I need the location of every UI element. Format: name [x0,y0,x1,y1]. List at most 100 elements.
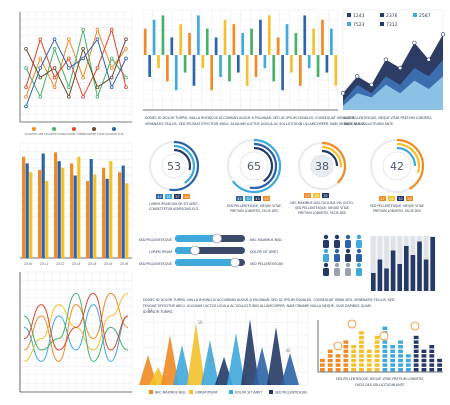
bar-segment [413,368,419,372]
bar [299,55,302,86]
stat-square [380,13,384,17]
slider-fill [175,235,217,242]
legend-dot [52,127,56,131]
series-line [23,292,129,362]
data-point [52,46,57,51]
bar-segment [413,354,419,358]
data-point [109,56,114,61]
data-point [109,85,114,89]
caption: SED PELLENTESQUE, NEQUE VITAE PRETIUM LO… [336,377,424,381]
series-line [25,27,127,99]
donut-value: 65 [247,160,261,173]
bar-segment [351,349,357,353]
person-icon [356,234,362,240]
mini-value: 43 [255,197,259,201]
bar [93,174,97,258]
peak-label: 56 [197,320,203,325]
bar [161,15,165,55]
person-icon [323,254,329,262]
bar-segment [335,358,341,363]
bar-segment [382,358,388,363]
person-icon [334,248,340,254]
mini-value: 48 [184,195,188,199]
mini-tile [406,196,413,201]
data-point [52,66,57,70]
mini-value: 28 [314,194,318,198]
bar-segment [413,363,419,367]
bar-segment [413,335,419,340]
slider-knob [190,245,200,256]
bar-segment [405,358,411,363]
slider-label-right: DOLOR SIT AMET [250,250,279,254]
bar [170,37,174,55]
bar [430,237,435,291]
data-point [52,85,57,89]
mini-tile [254,196,261,201]
bar-segment [374,340,380,344]
slider-knob [212,233,222,244]
series-line [23,304,129,362]
bar-segment [374,363,380,367]
mini-tile [263,196,270,201]
data-point [67,85,71,89]
mini-tile [388,196,395,201]
donut-caption: PRETIUM LOBORTIS, FACIS DES [373,209,421,213]
bar [404,246,409,291]
legend-swatch [229,390,233,394]
bar-segment [343,340,349,344]
bar-segment [390,349,396,353]
bar-segment [405,368,411,372]
triangle-peak [281,353,299,385]
person-icon [334,240,340,248]
mini-tile [397,196,404,201]
bar [423,259,429,291]
data-point [24,95,28,99]
bar-segment [382,345,388,349]
bar-segment [429,349,435,353]
bar-segment [421,363,427,367]
mini-value: 22 [166,195,170,199]
data-point [124,85,128,89]
slider-label-left: SED PELLENTESQUE [139,262,172,266]
bar [417,241,422,291]
marker-ring [333,341,343,351]
tick-label: 2011 [40,262,49,266]
tick-label: 2013 [72,262,81,266]
bar [377,259,383,291]
bar-segment [421,358,427,363]
bar [241,33,245,55]
caption: FACIS DES SOLLICITUDIN ANTE [355,383,404,387]
updown-bar-chart: DONEC ID DOLOR TURPIS. NULLA RHONCUS ACC… [142,9,365,126]
bar-segment [437,358,442,363]
bar-segment [413,349,419,353]
bar-segment [343,368,349,372]
tick-label: 2016 [120,262,129,266]
legend-swatch [269,390,273,394]
mini-tile [379,196,386,201]
bar-segment [359,368,364,372]
donut-arc [226,138,282,194]
bar [192,55,196,86]
person-icon [334,254,340,262]
donut-arc [156,148,192,184]
bar [371,273,376,291]
bar-segment [398,354,403,358]
person-icon [345,234,351,240]
mini-value: 32 [323,194,327,198]
caption: SED PELLENTESQUE, NEQUE VITAE PRETIUM LO… [344,116,432,120]
data-point [81,46,85,51]
bar-segment [359,363,364,367]
triangle-peak [173,345,191,385]
data-point [24,66,28,70]
legend-label: QUARTER FIVE [105,132,124,136]
bar [73,175,77,258]
line-chart-quarters: QUARTER ONE QUARTER TWO QUARTER THREEQUART… [19,11,133,136]
bar-segment [351,354,357,358]
bar-segment [382,354,388,358]
data-point [95,85,100,89]
wave-line-chart [19,271,133,393]
mini-value: 32 [246,197,250,201]
data-point [67,95,71,99]
donut-caption: PRETIUM LOBORTIS, FACIS DES [298,211,346,215]
bar-segment [343,358,349,363]
